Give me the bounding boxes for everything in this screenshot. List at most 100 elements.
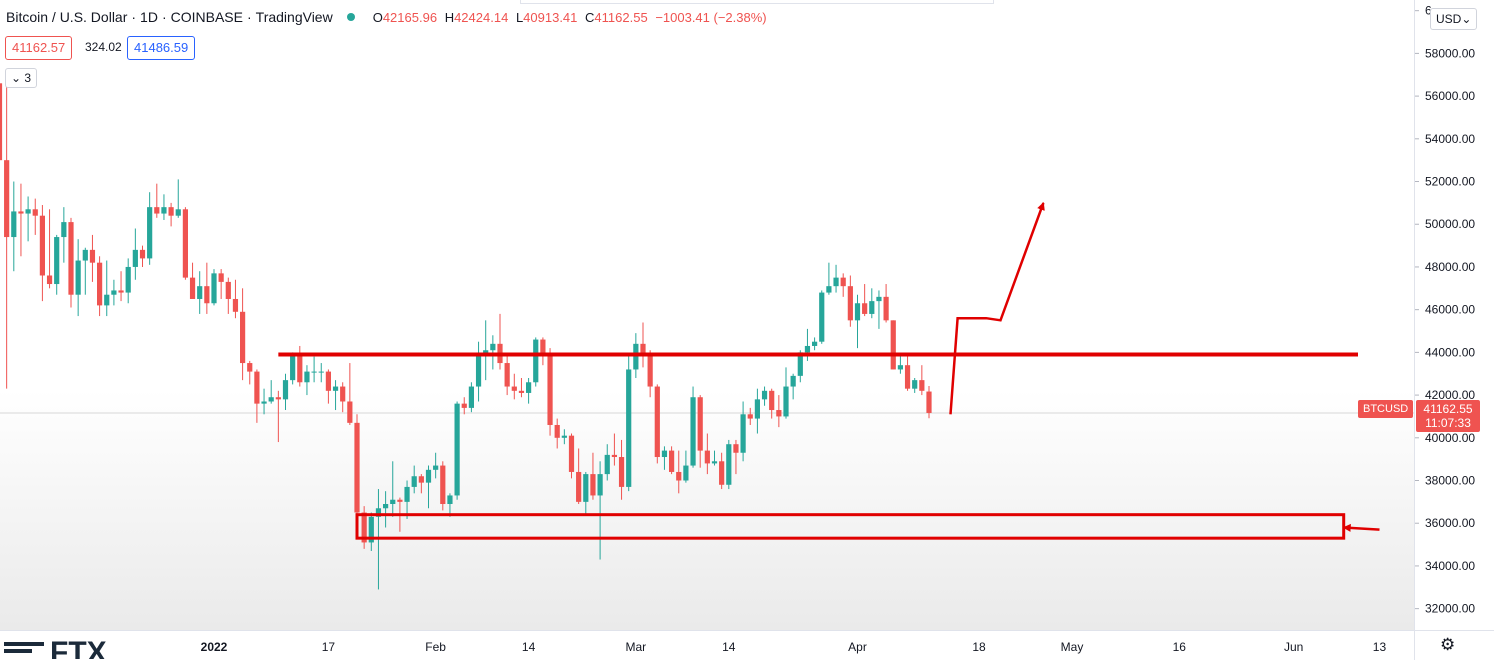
candle [240,288,246,381]
interval-label[interactable]: 1D [140,9,158,25]
candle-body [282,380,289,400]
candle-body [68,222,74,295]
gear-icon[interactable]: ⚙ [1440,635,1456,654]
candle-body [704,450,710,464]
candle [540,337,546,366]
candle-body [147,207,153,259]
candle-body [404,486,410,502]
candle-body [189,277,196,299]
candle [75,239,81,317]
bar-countdown: 11:07:33 [1425,416,1471,430]
candle-body [812,341,818,346]
candle-body [182,209,188,278]
candle [483,320,489,381]
candle-body [132,249,138,267]
candle-body [197,286,203,299]
legend-separator: · [161,9,167,25]
candle [175,179,181,218]
market-status-icon[interactable] [346,13,355,21]
broker-logo: FTX [4,636,107,659]
open-value: 42165.96 [382,9,438,25]
candle [533,337,539,387]
candle [618,439,625,500]
candle [518,378,525,398]
candle [204,262,210,314]
candle-body [275,397,281,400]
legend-separator: · [131,9,137,25]
candle-body [790,375,796,387]
candle-body [332,386,339,391]
currency-label: USD [1436,12,1462,26]
candle-body [347,401,353,423]
buy-price-button[interactable]: 41486.59 [127,36,196,60]
candle-body [461,403,467,408]
candle-body [418,476,424,483]
time-tick-label: Apr [848,640,867,654]
candle [883,284,889,323]
candle [626,354,632,492]
candle-body [304,371,310,383]
candle [111,279,117,306]
candle [25,196,31,242]
candle-body [669,450,675,472]
candle [418,474,424,494]
candle-body [761,390,768,400]
candle-body [175,209,181,216]
symbol-name[interactable]: Bitcoin / U.S. Dollar [6,9,128,25]
candle [826,262,832,295]
price-tick-label: 48000.00 [1425,260,1475,274]
candle [876,290,882,329]
candle-body [819,292,825,342]
time-tick-label: Feb [425,640,446,654]
candle [168,202,174,227]
candle [311,356,317,383]
candle [869,288,875,319]
candle [347,363,353,425]
time-axis-labels: 2022 17 Feb 14 Mar 14 Apr 18 May 16 Jun 13 [201,640,1387,654]
candle [268,380,274,404]
candle-body [411,476,417,487]
candle [611,433,617,466]
candle-body [533,339,539,383]
candle [497,313,503,370]
candle [404,480,410,519]
candle-body [804,345,811,353]
candle [161,194,167,220]
time-tick-label: Jun [1284,640,1303,654]
indicators-toggle-button[interactable]: ⌄ 3 [5,68,38,88]
candle [354,414,360,530]
candle [218,269,224,299]
candle-body [783,386,789,417]
candle [68,217,74,308]
candle-body [118,290,124,293]
candle-body [676,471,682,481]
candle [661,446,668,470]
candle [275,390,281,443]
sell-price-button[interactable]: 41162.57 [5,36,73,60]
price-axis[interactable]: 32000.00 34000.00 36000.00 38000.00 40000.00… [1414,0,1494,630]
candle-body [161,207,167,214]
candle [425,465,432,509]
candle [812,337,818,351]
candle [282,373,289,411]
currency-button[interactable]: USD⌄ [1430,8,1478,30]
candle [819,290,825,344]
time-axis[interactable]: 2022 17 Feb 14 Mar 14 Apr 18 May 16 Jun 13 [0,630,1414,660]
chart-plot-area[interactable] [0,0,1414,630]
candle [97,256,103,317]
candle [840,273,846,297]
projection-arrow [1342,523,1380,532]
candle [225,277,231,314]
candle-body [912,380,918,389]
candle-body [640,343,646,355]
candle-body [46,275,53,285]
platform-label: TradingView [255,9,333,25]
candle-body [869,301,875,314]
candle-body [847,286,853,321]
candle [776,395,782,428]
candlestick-chart[interactable] [0,0,1414,630]
candle-body [18,211,24,214]
candle-body [225,281,231,299]
candle [783,367,789,419]
support-zone-box [355,513,1346,540]
